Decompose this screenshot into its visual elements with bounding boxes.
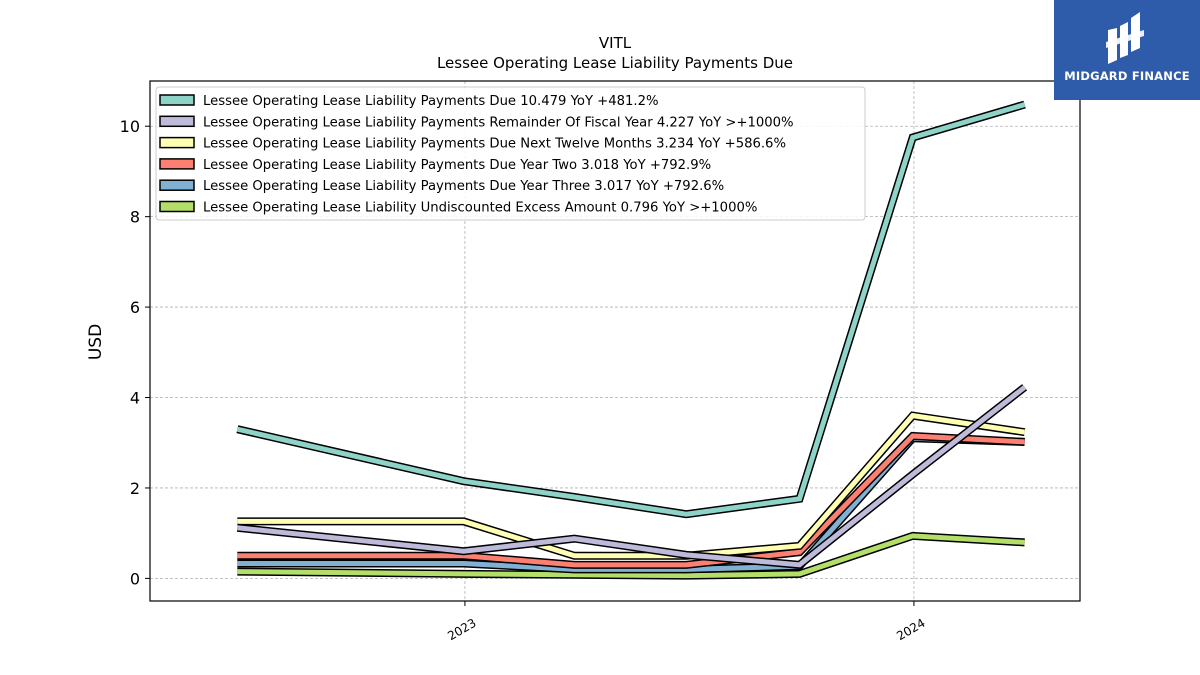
y-tick-label: 4 bbox=[130, 389, 140, 408]
x-tick-label: 2023 bbox=[445, 616, 478, 643]
series-lines bbox=[236, 100, 1028, 580]
legend: Lessee Operating Lease Liability Payment… bbox=[155, 86, 866, 221]
series-line-fill bbox=[237, 433, 1025, 568]
legend-item: Lessee Operating Lease Liability Payment… bbox=[159, 158, 711, 173]
chart-title: VITL bbox=[599, 34, 632, 52]
legend-label: Lessee Operating Lease Liability Undisco… bbox=[203, 201, 757, 216]
y-tick-label: 6 bbox=[130, 298, 140, 317]
y-axis-label: USD bbox=[86, 324, 106, 360]
x-tick-label: 2024 bbox=[894, 616, 927, 643]
series-line-fill bbox=[237, 533, 1025, 579]
y-axis-ticks: 0 2 4 6 8 10 bbox=[120, 117, 150, 588]
series-line bbox=[237, 431, 1025, 569]
legend-swatch bbox=[159, 115, 195, 128]
legend-swatch bbox=[159, 179, 195, 191]
legend-swatch bbox=[159, 136, 195, 149]
y-tick-label: 8 bbox=[130, 208, 140, 227]
y-tick-label: 10 bbox=[120, 117, 140, 136]
series-line bbox=[237, 531, 1025, 580]
series-line bbox=[236, 100, 1026, 519]
chart-subtitle: Lessee Operating Lease Liability Payment… bbox=[437, 54, 793, 72]
legend-box bbox=[155, 86, 866, 221]
series-line bbox=[236, 384, 1028, 569]
brand-logo: MIDGARD FINANCE bbox=[1054, 0, 1200, 100]
legend-swatch bbox=[159, 200, 195, 213]
series-line-fill bbox=[236, 102, 1026, 517]
legend-swatch bbox=[159, 158, 195, 170]
legend-item: Lessee Operating Lease Liability Payment… bbox=[159, 115, 794, 130]
legend-item: Lessee Operating Lease Liability Payment… bbox=[159, 179, 724, 194]
legend-label: Lessee Operating Lease Liability Payment… bbox=[203, 137, 786, 152]
legend-label: Lessee Operating Lease Liability Payment… bbox=[203, 115, 794, 130]
legend-item: Lessee Operating Lease Liability Undisco… bbox=[159, 200, 757, 216]
legend-label: Lessee Operating Lease Liability Payment… bbox=[203, 179, 724, 194]
legend-item: Lessee Operating Lease Liability Payment… bbox=[159, 94, 659, 109]
brand-name: MIDGARD FINANCE bbox=[1064, 69, 1190, 83]
midgard-logo-icon bbox=[1106, 12, 1144, 64]
series-line-fill bbox=[237, 385, 1027, 568]
y-tick-label: 2 bbox=[130, 479, 140, 498]
plot-frame bbox=[149, 80, 1081, 602]
legend-item: Lessee Operating Lease Liability Payment… bbox=[159, 136, 786, 152]
legend-label: Lessee Operating Lease Liability Payment… bbox=[203, 158, 711, 173]
x-axis-ticks: 2023 2024 bbox=[445, 601, 928, 643]
y-tick-label: 0 bbox=[130, 569, 140, 588]
legend-label: Lessee Operating Lease Liability Payment… bbox=[203, 94, 659, 109]
legend-swatch bbox=[159, 94, 195, 106]
